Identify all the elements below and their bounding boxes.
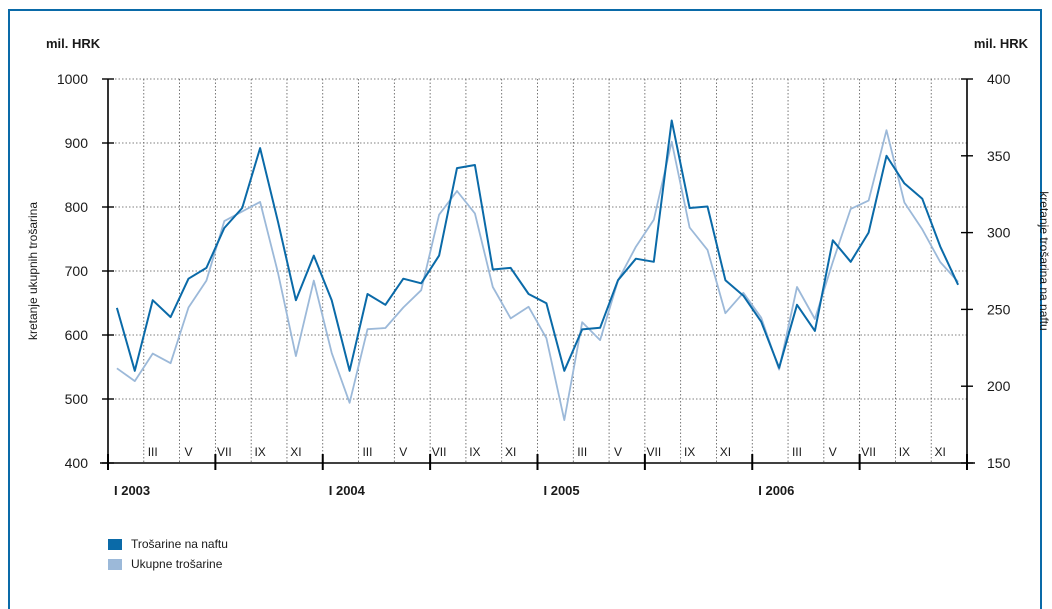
- month-tick-label: XI: [720, 445, 731, 459]
- right-axis-title: kretanje trošarina na naftu: [1037, 191, 1051, 330]
- left-tick-label: 500: [65, 391, 89, 407]
- month-tick-label: V: [185, 445, 193, 459]
- year-label: I 2003: [114, 483, 150, 498]
- legend-label-ukupne: Ukupne trošarine: [131, 557, 222, 571]
- month-tick-label: VII: [217, 445, 232, 459]
- month-tick-label: III: [148, 445, 158, 459]
- left-tick-label: 600: [65, 327, 89, 343]
- year-label: I 2004: [329, 483, 366, 498]
- legend-item-ukupne: Ukupne trošarine: [108, 557, 222, 571]
- right-tick-label: 350: [987, 148, 1011, 164]
- right-tick-label: 250: [987, 301, 1011, 317]
- year-label: I 2005: [544, 483, 580, 498]
- left-axis-title: kretanje ukupnih trošarina: [26, 202, 40, 340]
- month-tick-label: XI: [290, 445, 301, 459]
- right-tick-label: 400: [987, 71, 1011, 87]
- right-tick-label: 300: [987, 225, 1011, 241]
- month-tick-label: IX: [469, 445, 480, 459]
- left-tick-label: 400: [65, 455, 89, 471]
- month-tick-label: VII: [861, 445, 876, 459]
- month-tick-label: VII: [646, 445, 661, 459]
- month-tick-label: IX: [254, 445, 265, 459]
- month-tick-label: V: [399, 445, 407, 459]
- month-tick-label: VII: [432, 445, 447, 459]
- month-tick-label: III: [792, 445, 802, 459]
- month-tick-label: XI: [934, 445, 945, 459]
- month-tick-label: V: [829, 445, 837, 459]
- right-tick-label: 200: [987, 378, 1011, 394]
- left-tick-label: 700: [65, 263, 89, 279]
- legend-swatch-nafta: [108, 539, 122, 550]
- month-tick-label: III: [577, 445, 587, 459]
- year-label: I 2006: [758, 483, 794, 498]
- month-tick-label: IX: [899, 445, 910, 459]
- legend-label-nafta: Trošarine na naftu: [131, 537, 228, 551]
- month-tick-label: XI: [505, 445, 516, 459]
- left-tick-label: 800: [65, 199, 89, 215]
- month-tick-label: IX: [684, 445, 695, 459]
- left-tick-label: 900: [65, 135, 89, 151]
- month-tick-label: III: [362, 445, 372, 459]
- legend-item-nafta: Trošarine na naftu: [108, 537, 228, 551]
- month-tick-label: V: [614, 445, 622, 459]
- legend-swatch-ukupne: [108, 559, 122, 570]
- left-tick-label: 1000: [57, 71, 88, 87]
- right-tick-label: 150: [987, 455, 1011, 471]
- series-line-nafta: [117, 121, 958, 371]
